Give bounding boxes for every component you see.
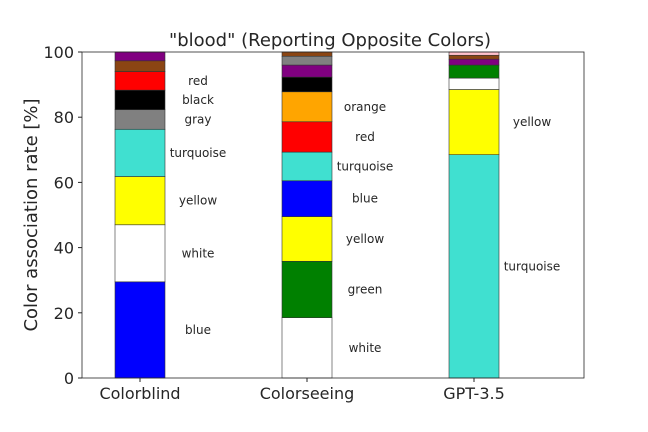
segment-label: turquoise [170,146,227,160]
bar-segment-gpt-3-5-white [448,77,500,90]
bar-segment-colorblind-black [114,89,166,111]
bar-segment-colorseeing-red [281,121,333,153]
bar-segment-colorseeing-blue [281,180,333,217]
bar-segment-colorblind-blue [114,281,166,379]
bar-segment-colorseeing-green [281,260,333,318]
segment-label: orange [344,100,386,114]
bar-segment-colorblind-brown [114,60,166,72]
segment-label: blue [352,192,378,206]
bar-segment-colorblind-purple [114,51,166,62]
x-tick-label: GPT-3.5 [443,384,505,403]
y-tick-label: 60 [54,173,74,192]
bar-segment-colorblind-red [114,71,166,91]
segment-label: yellow [346,232,384,246]
x-tick-label: Colorblind [99,384,180,403]
y-tick-label: 20 [54,304,74,323]
bar-segment-colorseeing-white [281,317,333,379]
plot-frame [81,51,585,379]
y-tick-label: 40 [54,239,74,258]
bar-segment-gpt-3-5-pink [448,51,500,56]
bar-segment-colorseeing-turquoise [281,151,333,182]
segment-label: red [355,130,375,144]
segment-label: black [182,93,214,107]
segment-label: yellow [179,194,217,208]
y-tick-label: 100 [43,43,74,62]
bar-segment-colorseeing-gray [281,55,333,66]
bar-segment-colorseeing-orange [281,91,333,123]
y-axis-label: Color association rate [%] [21,98,42,331]
segment-label: turquoise [504,259,561,273]
y-tick-label: 80 [54,108,74,127]
bar-segment-colorblind-yellow [114,176,166,226]
y-tick-label: 0 [64,369,74,388]
bar-segment-colorblind-turquoise [114,128,166,177]
x-ticks: Colorblind Colorseeing GPT-3.5 [99,378,505,403]
segment-label: white [182,246,215,260]
x-tick-label: Colorseeing [260,384,355,403]
bar-segment-colorseeing-brown [281,51,333,57]
segment-label: blue [185,323,211,337]
bar-segment-gpt-3-5-turquoise [448,154,500,379]
segment-label: white [349,341,382,355]
bar-segment-colorblind-white [114,224,166,283]
segment-label: red [188,74,208,88]
chart-title: "blood" (Reporting Opposite Colors) [169,30,491,51]
bar-segment-gpt-3-5-purple [448,58,500,66]
bar-segment-gpt-3-5-brown [448,54,500,60]
bar-segment-gpt-3-5-yellow [448,89,500,155]
bar-segment-gpt-3-5-green [448,64,500,79]
bar-segment-colorseeing-purple [281,64,333,78]
bar-segment-colorseeing-black [281,76,333,93]
segment-labels-layer: blue white yellow turquoise gray black red whit… [170,74,561,355]
bar-segment-colorblind-gray [114,109,166,130]
segment-label: turquoise [337,159,394,173]
bar-segment-colorseeing-yellow [281,216,333,262]
segment-label: gray [184,112,211,126]
segment-label: green [348,282,383,296]
y-ticks: 0 20 40 60 80 100 [43,43,82,388]
bars-layer [114,51,500,379]
segment-label: yellow [513,115,551,129]
